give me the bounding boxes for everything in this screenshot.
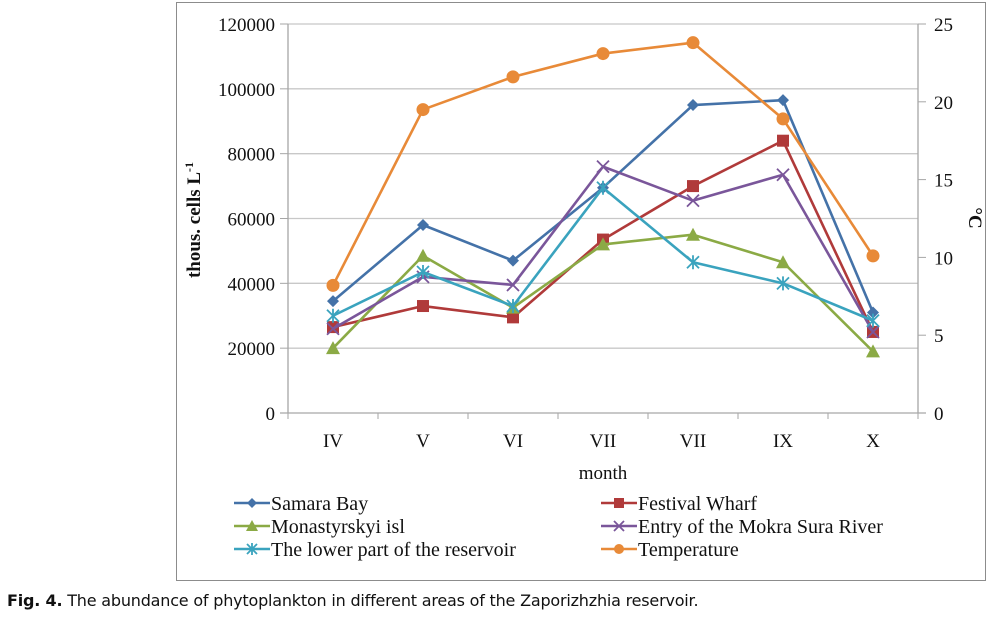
data-point	[326, 278, 340, 292]
data-point	[866, 344, 880, 358]
caption-text: The abundance of phytoplankton in differ…	[62, 591, 699, 610]
data-point	[326, 341, 340, 355]
y2-tick-label: 5	[934, 326, 944, 347]
data-point	[686, 255, 700, 270]
legend-item: Samara Bay	[234, 493, 368, 515]
line-chart: 0 20000 40000 60000 80000 100000 120000 0 5 10 15…	[182, 15, 985, 561]
y-tick-label: 100000	[218, 80, 275, 101]
legend-label: Entry of the Mokra Sura River	[638, 516, 883, 538]
data-point	[417, 218, 429, 231]
data-point	[506, 299, 520, 314]
data-point	[327, 295, 339, 308]
series-temperature	[326, 36, 880, 292]
data-point	[866, 249, 880, 263]
legend-label: Monastyrskyi isl	[271, 516, 405, 538]
y2-tick-label: 0	[934, 404, 944, 425]
data-point	[596, 159, 610, 174]
data-point	[326, 308, 340, 323]
y-axis-right-ticks: 0 5 10 15 20 25	[918, 15, 953, 425]
x-tick-label: IV	[323, 431, 343, 452]
figure-caption: Fig. 4. The abundance of phytoplankton i…	[7, 591, 699, 610]
data-point	[416, 264, 430, 279]
caption-label: Fig. 4.	[7, 591, 63, 610]
data-point	[776, 255, 790, 269]
legend: Samara Bay Festival Wharf Monastyrskyi isl…	[234, 493, 883, 561]
data-point	[687, 180, 699, 193]
y-tick-label: 20000	[228, 339, 276, 360]
data-point	[246, 520, 258, 531]
legend-label: Festival Wharf	[638, 493, 757, 515]
y2-tick-label: 20	[934, 93, 953, 114]
data-point	[327, 321, 339, 334]
legend-item: Festival Wharf	[601, 493, 757, 515]
data-point	[326, 322, 340, 336]
x-tick-label: VII	[680, 431, 706, 452]
data-point	[614, 544, 624, 554]
legend-item: Temperature	[601, 539, 739, 561]
data-point	[417, 300, 429, 313]
data-point	[776, 112, 790, 126]
x-axis-ticks: IV V VI VII VII IX X	[287, 413, 919, 452]
y-tick-label: 120000	[218, 15, 275, 36]
y-tick-label: 0	[266, 404, 276, 425]
legend-label: Temperature	[638, 539, 739, 561]
data-point	[596, 47, 610, 61]
y-axis-title-text: thous. cells L	[184, 172, 205, 278]
y2-tick-label: 15	[934, 171, 953, 192]
x-tick-label: IX	[773, 431, 793, 452]
data-point	[776, 276, 790, 291]
data-point	[416, 103, 430, 117]
data-point	[247, 498, 257, 508]
x-tick-label: X	[866, 431, 880, 452]
y2-tick-label: 10	[934, 248, 953, 269]
y-axis-title: thous. cells L-1	[182, 162, 205, 278]
data-point	[596, 180, 610, 195]
y-tick-label: 80000	[228, 145, 276, 166]
data-point	[686, 194, 700, 208]
legend-item: Monastyrskyi isl	[234, 516, 405, 538]
y2-axis-title: °C	[964, 207, 985, 228]
x-axis-title: month	[579, 463, 628, 484]
data-point	[777, 94, 789, 107]
legend-label: Samara Bay	[271, 493, 368, 515]
x-tick-label: VII	[590, 431, 616, 452]
data-point	[686, 36, 700, 50]
data-point	[596, 237, 610, 251]
data-point	[687, 99, 699, 112]
series-line	[332, 186, 874, 322]
data-point	[867, 306, 879, 319]
legend-item: The lower part of the reservoir	[234, 539, 516, 561]
y-axis-title-superscript: -1	[182, 162, 196, 172]
y2-tick-label: 25	[934, 15, 953, 36]
y-tick-label: 60000	[228, 210, 276, 231]
data-point	[506, 278, 520, 292]
series-the-lower-part-of-the-reservoir	[326, 180, 880, 328]
legend-label: The lower part of the reservoir	[271, 539, 516, 561]
data-point	[507, 254, 519, 267]
x-tick-label: V	[416, 431, 430, 452]
x-tick-label: VI	[503, 431, 523, 452]
y-tick-label: 40000	[228, 274, 276, 295]
series-monastyrskyi-isl	[326, 227, 880, 358]
data-point	[866, 313, 880, 328]
data-point	[777, 134, 789, 147]
data-point	[776, 168, 790, 182]
y-axis-left-ticks: 0 20000 40000 60000 80000 100000 120000	[218, 15, 288, 425]
series-line	[332, 233, 874, 353]
data-point	[613, 520, 625, 532]
data-point	[246, 543, 258, 555]
data-point	[866, 325, 880, 339]
data-point	[686, 227, 700, 241]
data-point	[614, 498, 624, 508]
data-point	[416, 248, 430, 262]
gridlines	[288, 23, 918, 349]
legend-item: Entry of the Mokra Sura River	[601, 516, 883, 538]
data-point	[506, 70, 520, 84]
data-point	[507, 311, 519, 324]
series-group	[326, 36, 880, 358]
